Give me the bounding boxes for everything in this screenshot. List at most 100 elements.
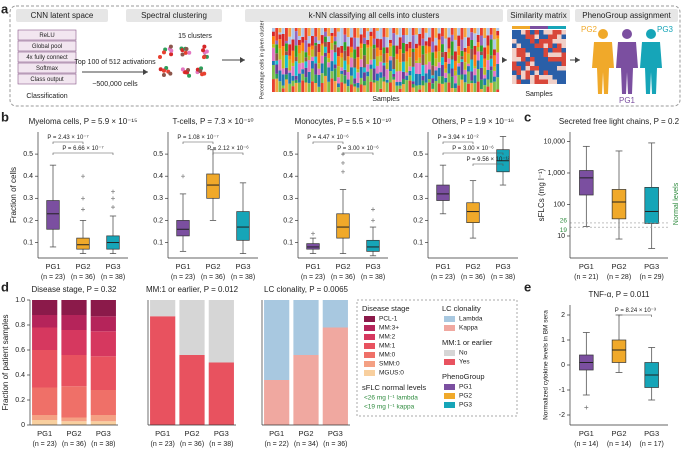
knn-bar	[376, 28, 379, 31]
outlier	[371, 207, 375, 212]
x-tick-label: PG1	[435, 262, 450, 271]
y-tick-label: 0.6	[15, 347, 25, 354]
bar-segment	[61, 421, 87, 425]
clusters: 15 clusters	[178, 33, 212, 40]
bracket	[312, 141, 344, 144]
legend-title: Disease stage	[362, 304, 410, 313]
knn-bar	[330, 35, 334, 44]
knn-bar	[421, 38, 425, 46]
section-title: Spectral clustering	[141, 11, 207, 20]
y-tick-label: 0	[21, 422, 25, 429]
comparison-label: P = 2.12 × 10⁻⁶	[207, 145, 249, 152]
knn-bar	[340, 57, 344, 68]
knn-bar	[301, 50, 305, 63]
knn-ylabel: Percentage cells in given cluster	[259, 20, 265, 99]
knn-bar	[372, 48, 376, 60]
x-tick-label: PG3	[96, 429, 111, 438]
sim-cell	[530, 39, 535, 44]
bar-segment	[61, 355, 87, 387]
knn-bar	[444, 77, 448, 83]
bracket	[442, 141, 474, 144]
knn-bar	[405, 72, 409, 76]
knn-bar	[447, 37, 451, 49]
layer-label: Global pool	[32, 44, 62, 50]
sim-cell	[530, 61, 535, 66]
knn-bar	[382, 62, 386, 66]
knn-bar	[369, 36, 373, 47]
knn-bar	[460, 39, 464, 51]
n-label: (n = 23)	[151, 441, 175, 448]
n-label: (n = 28)	[607, 274, 631, 281]
knn-bar	[363, 85, 366, 92]
knn-bar	[376, 80, 379, 92]
knn-bar	[431, 75, 435, 79]
knn-bar	[333, 36, 337, 42]
knn-bar	[460, 28, 464, 40]
x-tick-label: PG1	[579, 262, 594, 271]
sim-cell	[530, 57, 535, 62]
sim-cell	[543, 48, 548, 53]
knn-bar	[411, 87, 415, 92]
knn-bar	[496, 35, 500, 39]
knn-bar	[320, 83, 324, 92]
sim-cell	[552, 79, 557, 84]
knn-bar	[450, 41, 454, 56]
knn-bar	[441, 36, 444, 45]
knn-bar	[353, 37, 357, 50]
knn-bar	[311, 45, 314, 50]
x-tick-label: PG1	[269, 429, 284, 438]
sim-cell	[525, 79, 530, 84]
cluster-dot	[204, 49, 209, 54]
knn-bar	[350, 75, 353, 85]
section-title: Similarity matrix	[510, 11, 566, 20]
knn-bar	[434, 80, 438, 92]
knn-bar	[398, 37, 402, 50]
knn-bar	[463, 69, 467, 75]
knn-bar	[457, 55, 461, 64]
knn-bar	[385, 47, 389, 54]
knn-bar	[447, 58, 451, 64]
knn-bar	[493, 39, 496, 50]
knn-bar	[467, 71, 470, 84]
sim-cell	[561, 66, 566, 71]
y-tick-label: 0.8	[15, 322, 25, 329]
sim-cell	[521, 57, 526, 62]
n-label: (n = 36)	[201, 274, 225, 281]
sim-cell	[534, 52, 539, 57]
outlier	[584, 405, 589, 410]
knn-bar	[337, 47, 340, 57]
knn-bar	[437, 76, 441, 84]
cluster-dot	[169, 48, 174, 53]
knn-bar	[395, 28, 399, 35]
bar-segment	[90, 390, 116, 415]
knn-bar	[301, 36, 305, 43]
knn-bar	[376, 47, 379, 57]
knn-bar	[434, 66, 438, 71]
knn-bar	[320, 43, 324, 46]
cluster-dot	[180, 48, 185, 53]
person-head	[622, 29, 632, 39]
knn-bar	[392, 33, 396, 46]
sim-cell	[521, 70, 526, 75]
sim-cell	[525, 34, 530, 39]
knn-bar	[402, 35, 405, 44]
bar-segment	[32, 420, 58, 425]
knn-bar	[460, 74, 464, 80]
knn-bar	[463, 28, 467, 38]
legend-label: SMM:0	[379, 361, 400, 368]
knn-bar	[457, 85, 461, 92]
bar-segment	[322, 327, 348, 425]
knn-bar	[288, 28, 292, 37]
knn-bar	[346, 79, 350, 87]
knn-bar	[395, 82, 399, 86]
knn-bar	[281, 55, 285, 69]
legend-label: PG1	[459, 384, 472, 391]
comparison-label: P = 4.47 × 10⁻⁶	[307, 134, 349, 141]
box	[306, 243, 320, 250]
y-tick-label: 0.3	[153, 195, 163, 202]
knn-bar	[275, 40, 279, 45]
n-label: (n = 14)	[574, 441, 598, 448]
knn-bar	[457, 63, 461, 67]
knn-bar	[307, 83, 311, 92]
knn-bar	[467, 28, 470, 38]
